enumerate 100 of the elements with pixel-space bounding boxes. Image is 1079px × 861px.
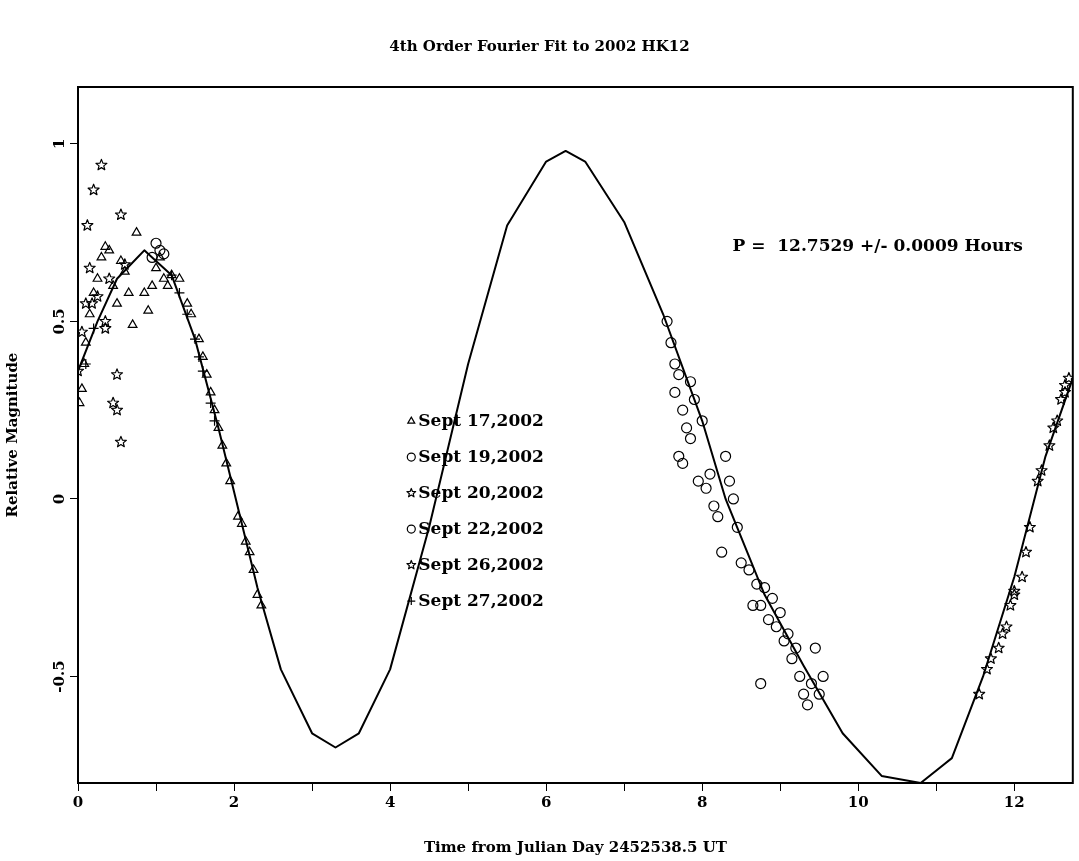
point [669,358,681,370]
x-tick-label: 12 [1003,792,1025,811]
point [1051,414,1064,427]
point [1016,570,1029,583]
point [704,468,716,480]
point [115,255,126,265]
point [794,670,806,683]
point [194,333,204,343]
point [798,688,810,700]
point [684,376,697,388]
point [751,578,763,590]
chart-title: 4th Order Fourier Fit to 2002 HK12 [389,36,690,55]
point [118,258,131,270]
point [88,287,99,297]
point [208,415,221,427]
point [104,244,115,254]
point [1043,439,1056,451]
point [123,287,134,297]
point [83,261,96,274]
point [727,493,739,505]
point [248,564,259,574]
point [782,628,794,640]
point [1055,393,1068,405]
y-tick-label: 1 [49,138,68,150]
point [95,158,108,171]
point [716,546,728,558]
point [96,251,107,261]
point [127,319,138,329]
point [677,404,689,416]
point [755,599,767,612]
point [150,237,162,249]
point [197,351,208,360]
point [696,415,708,427]
x-tick-label: 10 [847,792,869,811]
point [110,368,124,380]
point [692,475,704,487]
point [209,404,220,414]
point [661,315,673,327]
point [1008,584,1021,597]
point [743,564,755,576]
point [680,422,693,434]
y-tick-label: 0.5 [49,308,68,335]
x-tick-label: 0 [72,792,84,811]
point [813,688,825,700]
point [99,315,112,327]
x-axis-title: Time from Julian Day 2452538.5 UT [423,837,728,856]
point [87,183,100,196]
point [143,305,154,314]
point [1008,588,1021,601]
point [119,266,130,275]
point [1062,371,1073,384]
point [213,422,224,431]
point [1047,421,1060,434]
point [201,369,212,378]
point [100,241,111,250]
point [747,599,759,612]
x-tick-label: 4 [384,792,396,811]
point [973,687,986,700]
point [805,677,818,690]
point [147,280,158,289]
point [817,670,829,683]
point [1000,620,1013,633]
point [240,535,251,545]
x-tick-label: 2 [228,792,240,811]
point [236,518,247,527]
point [252,589,263,598]
point [92,273,103,282]
x-tick-label: 8 [696,792,708,811]
point [162,280,173,289]
x-tick-label: 6 [540,792,552,811]
annotation: P = 12.7529 +/- 0.0009 Hours [732,235,1023,256]
point [1023,520,1036,533]
point [723,475,736,487]
point [700,482,712,494]
y-tick-label: -0.5 [49,660,68,693]
point [110,403,124,416]
point [720,450,732,462]
point [151,262,161,272]
point [786,653,798,665]
point [131,226,142,236]
point [154,244,166,256]
point [996,627,1009,640]
point [688,393,700,406]
point [1058,378,1072,391]
point [107,396,120,409]
point [677,457,689,470]
point [1031,474,1044,487]
point [146,251,158,264]
point [81,219,94,231]
point [778,635,790,647]
point [158,248,170,260]
point [1035,464,1048,476]
point [114,208,127,221]
point [139,287,150,297]
point [174,273,185,282]
point [256,599,267,609]
point [112,298,122,307]
point [770,621,782,633]
point [762,614,775,626]
point [992,641,1005,654]
